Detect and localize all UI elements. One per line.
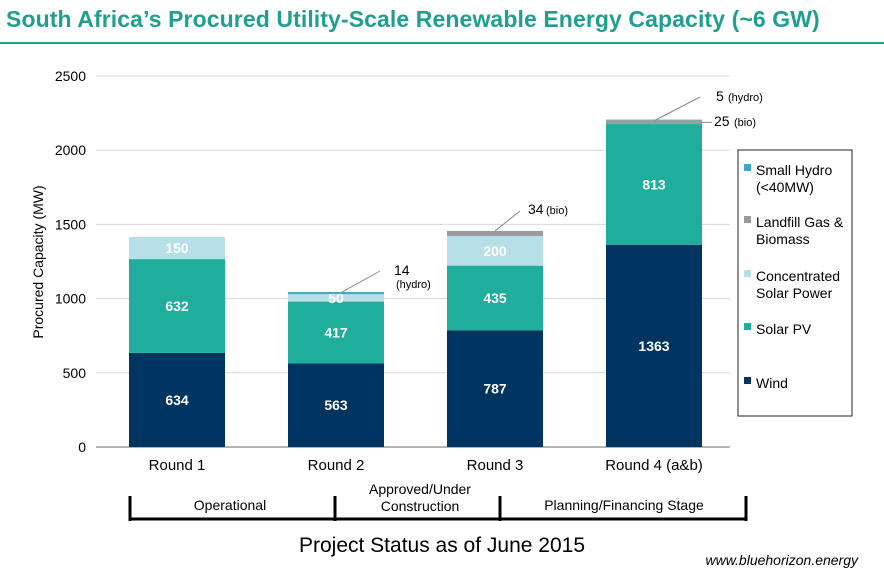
legend-swatch-landfill_bio xyxy=(744,216,751,223)
bar-solar_pv xyxy=(129,259,225,353)
data-label-wind: 634 xyxy=(165,392,189,408)
data-label-solar_pv: 813 xyxy=(642,176,666,192)
legend-label-landfill_bio: Biomass xyxy=(756,231,810,247)
annotation-leader xyxy=(341,270,381,293)
bar-csp xyxy=(288,294,384,302)
data-label-csp: 150 xyxy=(165,240,189,256)
bar-csp xyxy=(447,235,543,266)
x-tick-label: Round 4 (a&b) xyxy=(605,457,703,474)
annotation-sub-label: (hydro) xyxy=(396,279,431,291)
data-label-solar_pv: 632 xyxy=(165,298,189,314)
legend-swatch-small_hydro xyxy=(744,164,751,171)
annotation-label: 14 xyxy=(394,262,410,278)
data-label-wind: 787 xyxy=(483,381,507,397)
legend-label-wind: Wind xyxy=(756,375,788,391)
bar-csp xyxy=(129,236,225,260)
bar-solar_pv xyxy=(447,265,543,331)
y-axis-label: Procured Capacity (MW) xyxy=(30,185,46,338)
bar-solar_pv xyxy=(288,301,384,364)
annotation-label: 25 xyxy=(714,113,730,129)
x-tick-label: Round 2 xyxy=(308,457,365,474)
data-label-csp: 200 xyxy=(483,243,507,259)
legend-swatch-solar_pv xyxy=(744,323,751,330)
bar-wind xyxy=(129,352,225,447)
x-tick-label: Round 1 xyxy=(149,457,206,474)
y-tick-label: 1000 xyxy=(55,291,86,307)
legend-label-csp: Solar Power xyxy=(756,285,833,301)
bar-landfill_bio xyxy=(447,230,543,236)
website-credit: www.bluehorizon.energy xyxy=(705,552,858,568)
project-status-title: Project Status as of June 2015 xyxy=(298,534,585,557)
annotation-label: 5 xyxy=(716,88,724,104)
stage-label-planning: Planning/Financing Stage xyxy=(544,497,704,513)
stage-label-operational: Operational xyxy=(193,497,267,513)
y-tick-label: 2500 xyxy=(55,68,86,84)
title-underline xyxy=(0,42,884,44)
legend-label-solar_pv: Solar PV xyxy=(756,321,812,337)
stage-label-approved: Approved/Under Construction xyxy=(335,481,505,515)
bar-wind xyxy=(447,330,543,447)
data-label-wind: 563 xyxy=(324,397,348,413)
data-label-solar_pv: 417 xyxy=(324,325,348,341)
data-label-solar_pv: 435 xyxy=(483,290,507,306)
annotation-sub-label: (bio) xyxy=(734,117,756,129)
chart-title: South Africa’s Procured Utility-Scale Re… xyxy=(6,6,820,32)
stage-label-approved-line1: Approved/Under xyxy=(369,481,471,497)
legend-label-csp: Concentrated xyxy=(756,268,840,284)
bar-solar_pv xyxy=(606,124,702,245)
bar-landfill_bio xyxy=(606,120,702,125)
data-label-wind: 1363 xyxy=(638,338,669,354)
y-tick-label: 2000 xyxy=(55,142,86,158)
y-tick-label: 500 xyxy=(63,365,87,381)
legend-swatch-wind xyxy=(744,377,751,384)
legend-label-small_hydro: Small Hydro xyxy=(756,162,832,178)
bar-wind xyxy=(606,244,702,447)
bar-small_hydro xyxy=(288,292,384,295)
annotation-sub-label: (bio) xyxy=(546,205,568,217)
y-tick-label: 0 xyxy=(78,439,86,455)
annotation-label: 34 xyxy=(528,201,544,217)
legend-label-small_hydro: (<40MW) xyxy=(756,179,814,195)
y-tick-label: 1500 xyxy=(55,216,86,232)
stage-label-approved-line2: Construction xyxy=(380,498,460,514)
annotation-leader xyxy=(494,210,521,232)
annotation-sub-label: (hydro) xyxy=(728,92,763,104)
legend-label-landfill_bio: Landfill Gas & xyxy=(756,214,844,230)
legend-box xyxy=(737,149,853,417)
bar-wind xyxy=(288,363,384,447)
legend-swatch-csp xyxy=(744,270,751,277)
annotation-leader xyxy=(654,96,701,121)
bar-small_hydro xyxy=(606,119,702,121)
x-tick-label: Round 3 xyxy=(467,457,524,474)
